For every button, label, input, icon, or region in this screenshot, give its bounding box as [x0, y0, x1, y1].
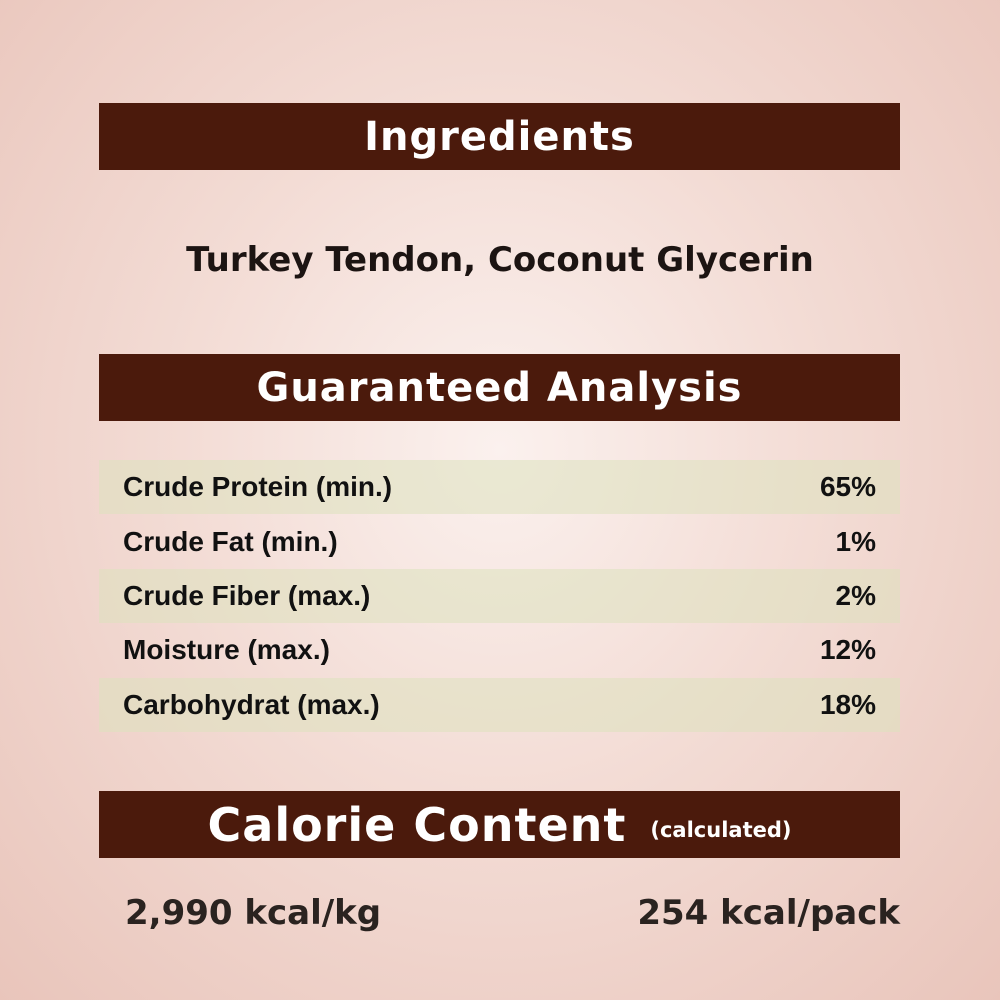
row-value: 2% — [835, 579, 876, 611]
calorie-title: Calorie Content — [207, 797, 627, 852]
row-label: Crude Fat (min.) — [123, 525, 338, 557]
row-value: 18% — [819, 688, 876, 720]
kcal-per-kg: 2,990 kcal/kg — [125, 893, 382, 933]
kcal-per-pack: 254 kcal/pack — [637, 893, 900, 933]
calorie-header: Calorie Content (calculated) — [99, 791, 900, 858]
table-row: Crude Fiber (max.) 2% — [99, 568, 900, 624]
calorie-note: (calculated) — [650, 817, 792, 842]
row-label: Moisture (max.) — [123, 634, 330, 666]
row-value: 65% — [819, 471, 876, 503]
table-row: Carbohydrat (max.) 18% — [99, 677, 900, 732]
ingredients-text: Turkey Tendon, Coconut Glycerin — [186, 240, 814, 280]
table-row: Crude Protein (min.) 65% — [99, 460, 900, 515]
row-label: Crude Protein (min.) — [123, 471, 393, 503]
table-row: Crude Fat (min.) 1% — [99, 514, 900, 568]
row-label: Crude Fiber (max.) — [123, 579, 371, 611]
analysis-table: Crude Protein (min.) 65% Crude Fat (min.)… — [99, 460, 900, 732]
table-row: Moisture (max.) 12% — [99, 623, 900, 677]
row-value: 1% — [835, 525, 876, 557]
analysis-title: Guaranteed Analysis — [256, 364, 743, 411]
ingredients-header: Ingredients — [99, 103, 900, 170]
row-value: 12% — [819, 634, 876, 666]
analysis-header: Guaranteed Analysis — [99, 354, 900, 421]
ingredients-title: Ingredients — [364, 113, 635, 160]
row-label: Carbohydrat (max.) — [123, 688, 380, 720]
